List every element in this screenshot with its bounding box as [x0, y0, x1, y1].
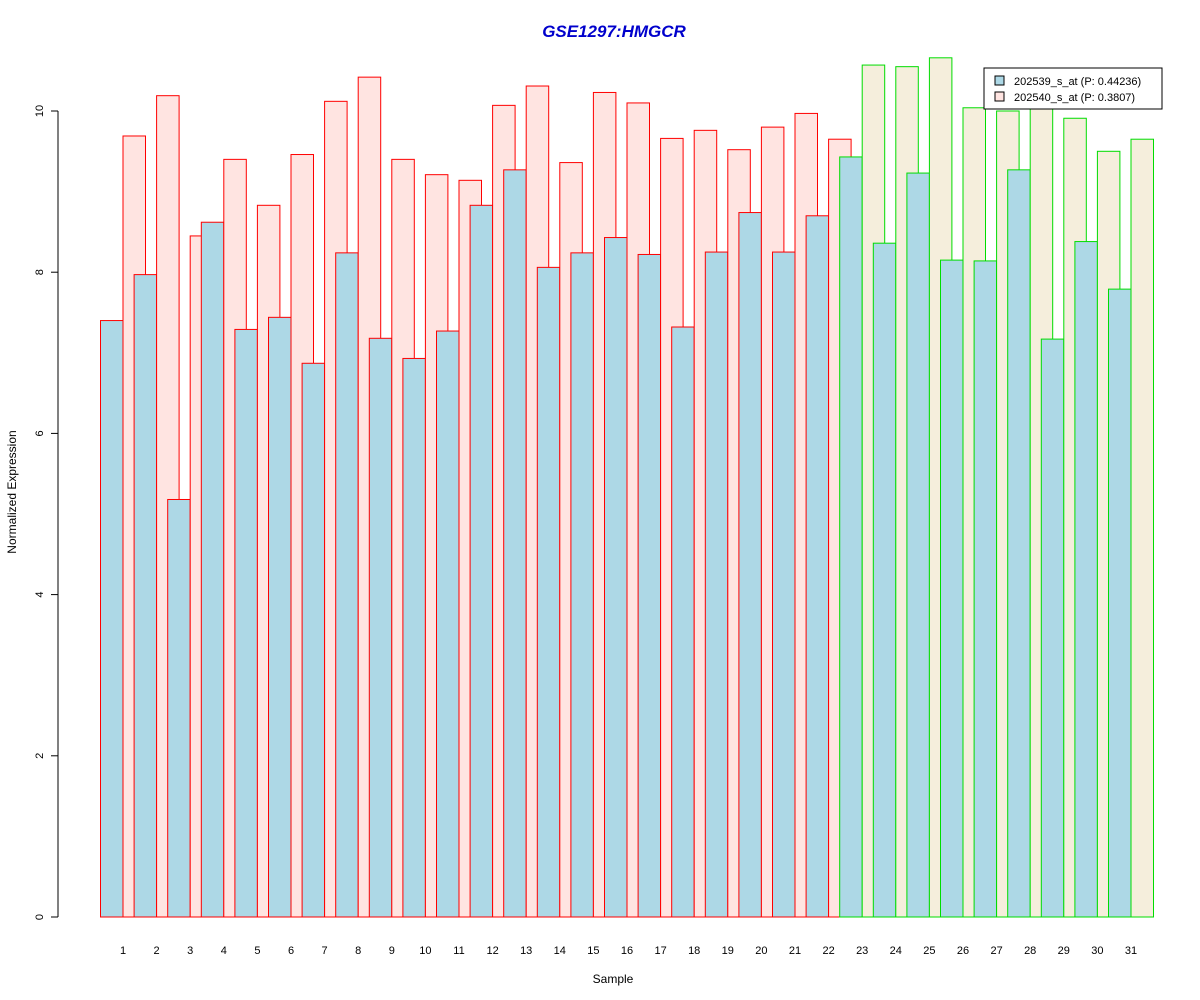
bar-202539-sample-12 [469, 204, 494, 918]
x-tick-label: 4 [221, 945, 227, 957]
x-tick-label: 12 [486, 945, 498, 957]
x-tick-label: 17 [654, 945, 666, 957]
bar-202539-sample-19 [704, 251, 729, 918]
x-tick-label: 23 [856, 945, 868, 957]
y-axis-label: Normalized Expression [5, 430, 19, 553]
x-tick-label: 10 [419, 945, 431, 957]
x-tick-label: 8 [355, 945, 361, 957]
x-axis-label: Sample [593, 972, 634, 986]
x-tick-label: 7 [322, 945, 328, 957]
y-axis: 0 2 4 6 8 10 [34, 105, 59, 920]
bar-202539-sample-23 [839, 156, 863, 918]
x-tick-label: 26 [957, 945, 969, 957]
x-tick-labels: 1 2 3 4 5 6 7 8 9 10 11 12 13 14 15 16 17 18 19 20 21 22 23 24 2… [120, 945, 1137, 957]
x-tick-label: 31 [1125, 945, 1137, 957]
bar-202539-sample-20 [738, 212, 762, 918]
x-tick-label: 14 [554, 945, 566, 957]
bar-202539-sample-25 [906, 172, 930, 918]
x-tick-label: 20 [755, 945, 767, 957]
x-tick-label: 19 [722, 945, 734, 957]
bar-202539-sample-4 [200, 221, 225, 918]
bar-202539-sample-22 [805, 215, 830, 918]
bar-202539-sample-17 [637, 253, 662, 918]
x-tick-label: 27 [990, 945, 1002, 957]
bar-202539-sample-14 [536, 266, 561, 918]
bar-202539-sample-26 [940, 259, 964, 918]
bar-202539-sample-5 [234, 328, 258, 918]
y-tick-label: 8 [34, 269, 46, 275]
x-tick-label: 15 [587, 945, 599, 957]
x-tick-label: 9 [389, 945, 395, 957]
y-tick-label: 2 [34, 753, 46, 759]
legend-box [983, 67, 1163, 110]
bar-202539-sample-8 [335, 252, 359, 918]
chart-title: GSE1297:HMGCR [542, 22, 686, 41]
x-tick-label: 11 [453, 945, 464, 957]
bar-202539-sample-6 [268, 316, 292, 918]
legend-swatch-2 [994, 91, 1005, 102]
bar-202539-sample-16 [604, 237, 628, 918]
x-tick-label: 24 [890, 945, 902, 957]
bar-202539-sample-2 [133, 274, 158, 918]
bar-202539-sample-7 [301, 362, 326, 918]
y-tick-label: 4 [34, 592, 46, 598]
bar-202539-sample-15 [570, 252, 594, 918]
x-tick-label: 13 [520, 945, 532, 957]
x-tick-label: 3 [187, 945, 193, 957]
x-tick-label: 25 [923, 945, 935, 957]
bar-202539-sample-18 [671, 326, 695, 918]
bar-202539-sample-30 [1074, 241, 1098, 918]
legend-swatch-1 [994, 75, 1005, 86]
x-tick-label: 5 [254, 945, 260, 957]
bar-202539-sample-31 [1108, 288, 1132, 918]
bar-202539-sample-3 [167, 498, 191, 918]
bar-202539-sample-28 [1007, 169, 1031, 918]
bar-202539-sample-10 [402, 357, 426, 918]
x-tick-label: 18 [688, 945, 700, 957]
bar-202539-sample-24 [872, 242, 897, 918]
y-tick-label: 10 [34, 105, 46, 117]
y-tick-label: 6 [34, 430, 46, 436]
x-tick-label: 29 [1058, 945, 1070, 957]
legend-label-1: 202539_s_at (P: 0.44236) [1014, 76, 1141, 88]
x-tick-label: 30 [1091, 945, 1103, 957]
x-tick-label: 6 [288, 945, 294, 957]
bar-202540-sample-31 [1130, 138, 1154, 918]
legend-label-2: 202540_s_at (P: 0.3807) [1014, 92, 1135, 104]
y-tick-label: 0 [34, 914, 46, 920]
bar-202539-sample-29 [1040, 338, 1065, 918]
legend: 202539_s_at (P: 0.44236) 202540_s_at (P: … [983, 67, 1163, 110]
bar-202539-sample-11 [436, 330, 460, 918]
x-tick-label: 16 [621, 945, 633, 957]
bars [100, 57, 1154, 918]
x-tick-label: 1 [120, 945, 126, 957]
bar-202539-sample-13 [503, 169, 527, 918]
bar-202539-sample-1 [100, 320, 124, 918]
x-tick-label: 22 [822, 945, 834, 957]
x-tick-label: 21 [789, 945, 801, 957]
bar-202539-sample-27 [973, 260, 998, 918]
bar-202539-sample-21 [772, 251, 796, 918]
x-tick-label: 28 [1024, 945, 1036, 957]
bar-202539-sample-9 [368, 337, 393, 918]
x-tick-label: 2 [154, 945, 160, 957]
